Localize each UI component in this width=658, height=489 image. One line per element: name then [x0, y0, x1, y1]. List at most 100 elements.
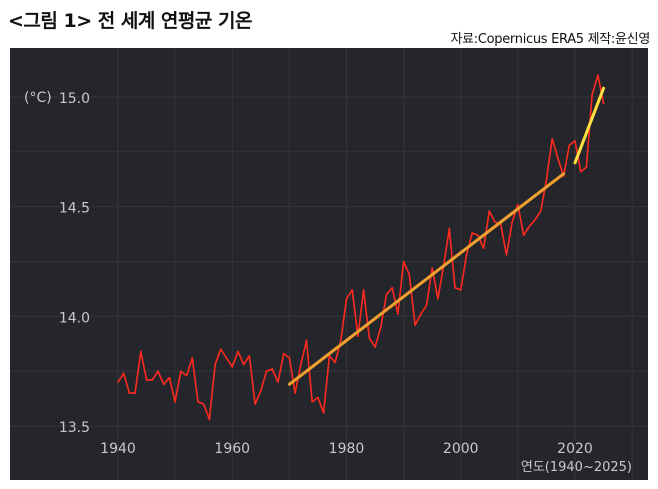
x-tick-label: 2020 [557, 441, 593, 457]
data-point [202, 403, 205, 405]
trend-line-long [287, 172, 566, 386]
data-point [505, 254, 508, 256]
trend-line-recent [573, 86, 606, 165]
data-point [579, 170, 582, 173]
data-point [494, 221, 496, 223]
data-point [305, 339, 308, 342]
data-point [362, 289, 365, 291]
data-point [220, 348, 222, 351]
data-point [288, 357, 291, 359]
data-point [265, 370, 268, 372]
data-point [488, 210, 491, 212]
data-point [168, 376, 171, 379]
data-point [197, 401, 199, 403]
data-point [568, 144, 571, 147]
data-point [437, 297, 439, 300]
x-tick-label: 1940 [100, 441, 136, 457]
data-point [145, 379, 148, 381]
data-point [585, 166, 588, 168]
data-point [597, 74, 599, 76]
data-point [454, 287, 456, 289]
data-point [157, 370, 159, 372]
data-point [414, 324, 416, 326]
data-point [551, 137, 553, 140]
data-point [368, 337, 371, 340]
data-point [311, 401, 314, 403]
data-point [271, 368, 274, 370]
data-point [237, 350, 239, 353]
chart-title: <그림 1> 전 세계 연평균 기온 [8, 10, 252, 32]
data-point [545, 179, 548, 182]
y-tick-label: 14.0 [59, 310, 90, 326]
data-point [465, 254, 468, 256]
data-point [140, 350, 142, 353]
data-point [374, 346, 376, 348]
data-point [471, 232, 473, 234]
data-point [248, 355, 251, 357]
data-point [317, 396, 319, 399]
data-point [511, 221, 513, 223]
plot-background [10, 48, 648, 480]
data-point [602, 102, 605, 105]
data-point [174, 401, 176, 403]
data-point [208, 418, 211, 421]
data-point [191, 357, 194, 359]
data-point [339, 339, 342, 342]
x-axis-label: 연도(1940~2025) [521, 460, 632, 475]
data-point [574, 140, 576, 142]
data-point [214, 363, 216, 366]
data-point [162, 383, 165, 386]
data-point [322, 412, 325, 414]
y-tick-label: 13.5 [59, 420, 90, 436]
data-point [254, 403, 256, 405]
data-point [225, 357, 228, 359]
data-point [277, 381, 279, 383]
data-point [180, 370, 182, 372]
data-point [528, 225, 531, 228]
data-point [459, 289, 462, 291]
data-point [477, 234, 479, 236]
x-tick-label: 1980 [329, 441, 365, 457]
data-point [185, 374, 188, 377]
data-point [402, 260, 405, 263]
data-point [591, 94, 593, 96]
data-point [391, 287, 394, 289]
data-point [482, 247, 485, 250]
data-point [231, 365, 234, 368]
y-tick-label: 15.0 [59, 91, 90, 107]
data-point [357, 335, 359, 337]
data-point [151, 379, 154, 381]
data-point [300, 363, 302, 366]
data-point [294, 392, 296, 394]
data-point [345, 297, 348, 300]
data-point [522, 234, 525, 236]
data-point [419, 313, 422, 315]
x-tick-label: 2000 [443, 441, 479, 457]
data-point [282, 352, 285, 355]
data-point [134, 392, 136, 394]
data-point [260, 390, 262, 392]
y-axis-unit: (°C) [24, 90, 52, 106]
data-point [517, 203, 519, 206]
y-tick-label: 14.5 [59, 201, 90, 217]
data-point [408, 273, 411, 276]
data-point [117, 381, 119, 383]
data-point [539, 210, 542, 212]
data-point [431, 267, 433, 269]
data-point [425, 304, 428, 307]
data-point [448, 227, 451, 230]
x-tick-label: 1960 [214, 441, 250, 457]
data-point [534, 219, 536, 221]
data-point [385, 293, 388, 296]
data-point [242, 363, 245, 366]
data-point [379, 326, 382, 329]
data-point [351, 289, 354, 291]
source-credit: 자료:Copernicus ERA5 제작:윤신영 [450, 32, 650, 47]
data-point [397, 313, 399, 315]
data-point [122, 372, 125, 375]
data-point [334, 361, 336, 364]
data-point [128, 392, 131, 394]
temperature-series-line [117, 74, 605, 421]
data-point [557, 157, 559, 160]
